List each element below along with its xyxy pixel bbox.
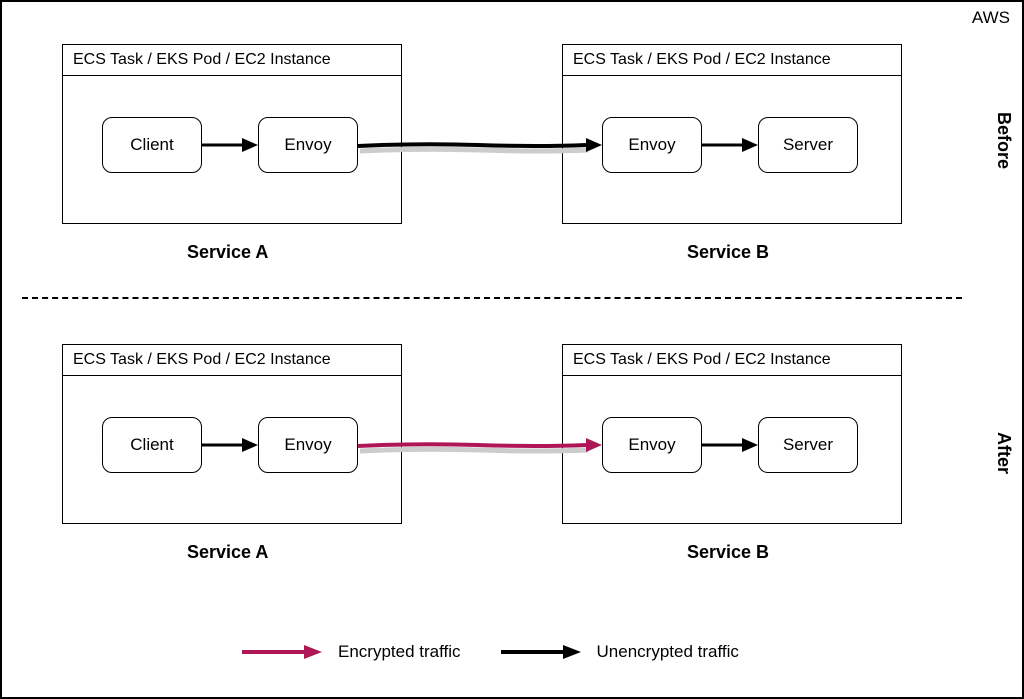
after-server-node: Server <box>758 417 858 473</box>
after-service-b-header: ECS Task / EKS Pod / EC2 Instance <box>563 345 901 376</box>
legend-unencrypted: Unencrypted traffic <box>501 642 739 662</box>
after-arrow-envoy-server <box>702 438 758 458</box>
before-arrow-envoy-server <box>702 138 758 158</box>
after-arrow-cross <box>358 436 602 460</box>
before-service-a-label: Service A <box>187 242 268 263</box>
after-client-node: Client <box>102 417 202 473</box>
before-arrow-cross <box>358 136 602 160</box>
legend-unencrypted-arrow-icon <box>501 643 581 661</box>
before-client-node: Client <box>102 117 202 173</box>
before-server-node: Server <box>758 117 858 173</box>
diagram-canvas: AWS Before After ECS Task / EKS Pod / EC… <box>0 0 1024 699</box>
after-envoy-a-node: Envoy <box>258 417 358 473</box>
after-side-label: After <box>993 432 1014 474</box>
before-service-b-header: ECS Task / EKS Pod / EC2 Instance <box>563 45 901 76</box>
legend-encrypted-label: Encrypted traffic <box>338 642 461 662</box>
section-divider <box>22 297 962 299</box>
before-side-label: Before <box>993 112 1014 169</box>
before-envoy-b-node: Envoy <box>602 117 702 173</box>
before-service-a-header: ECS Task / EKS Pod / EC2 Instance <box>63 45 401 76</box>
legend-encrypted: Encrypted traffic <box>242 642 461 662</box>
after-service-b-label: Service B <box>687 542 769 563</box>
after-service-a-header: ECS Task / EKS Pod / EC2 Instance <box>63 345 401 376</box>
legend-encrypted-arrow-icon <box>242 643 322 661</box>
before-envoy-a-node: Envoy <box>258 117 358 173</box>
legend: Encrypted traffic Unencrypted traffic <box>242 642 739 662</box>
after-arrow-client-envoy <box>202 438 258 458</box>
after-service-a-label: Service A <box>187 542 268 563</box>
after-envoy-b-node: Envoy <box>602 417 702 473</box>
before-service-b-label: Service B <box>687 242 769 263</box>
legend-unencrypted-label: Unencrypted traffic <box>597 642 739 662</box>
aws-title: AWS <box>972 8 1010 28</box>
before-arrow-client-envoy <box>202 138 258 158</box>
